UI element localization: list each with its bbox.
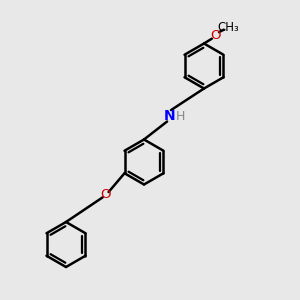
Text: H: H [175, 110, 185, 124]
Text: N: N [164, 109, 175, 122]
Text: O: O [210, 28, 220, 42]
Text: CH₃: CH₃ [217, 21, 239, 34]
Text: O: O [100, 188, 111, 201]
